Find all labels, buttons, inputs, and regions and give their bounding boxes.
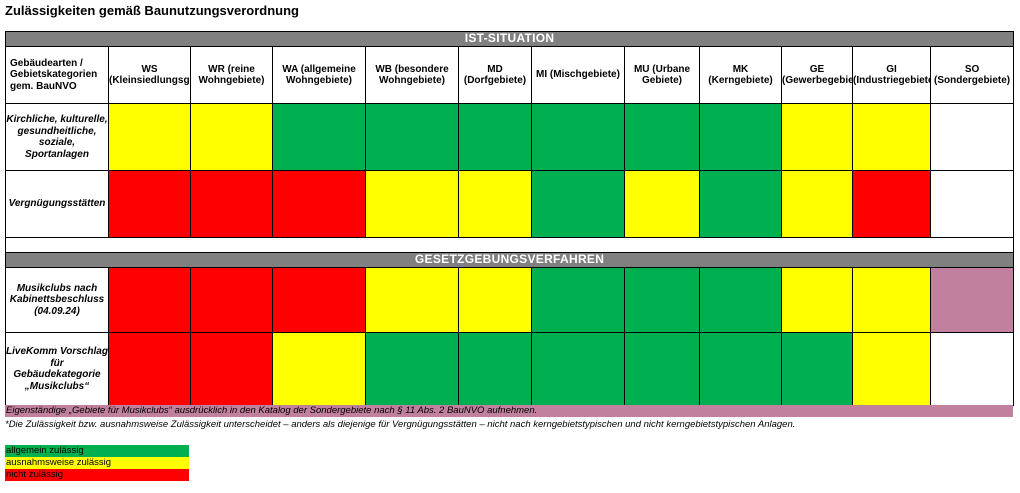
status-cell xyxy=(929,170,1015,238)
status-cell xyxy=(190,170,273,238)
status-cell xyxy=(272,170,366,238)
section-row-ist: IST-SITUATION xyxy=(4,31,1015,47)
status-cell xyxy=(852,332,931,406)
status-cell xyxy=(190,267,273,333)
status-cell xyxy=(929,103,1015,171)
status-cell xyxy=(458,170,532,238)
status-cell xyxy=(458,267,532,333)
status-cell xyxy=(699,170,782,238)
col-header-mu: MU (Urbane Gebiete) xyxy=(624,46,700,104)
status-cell xyxy=(852,170,931,238)
status-cell xyxy=(108,267,191,333)
status-cell xyxy=(365,332,459,406)
table-row: Vergnügungsstätten xyxy=(5,170,1015,238)
col-header-ws: WS (Kleinsiedlungsgebiete) xyxy=(108,46,191,104)
status-cell xyxy=(108,170,191,238)
col-header-md: MD (Dorfgebiete) xyxy=(458,46,532,104)
status-cell xyxy=(624,103,700,171)
status-cell xyxy=(531,332,625,406)
corner-header: Gebäudearten / Gebietskategorien gem. Ba… xyxy=(5,46,109,104)
status-cell xyxy=(929,267,1015,333)
col-header-so: SO (Sondergebiete) xyxy=(929,46,1015,104)
status-cell xyxy=(624,170,700,238)
status-cell xyxy=(531,267,625,333)
status-cell xyxy=(108,103,191,171)
status-cell xyxy=(108,332,191,406)
footnote: *Die Zulässigkeit bzw. ausnahmsweise Zul… xyxy=(5,419,796,430)
header-row: Gebäudearten / Gebietskategorien gem. Ba… xyxy=(5,46,1015,104)
status-cell xyxy=(624,267,700,333)
status-cell xyxy=(852,267,931,333)
col-header-wa: WA (allgemeine Wohngebiete) xyxy=(272,46,366,104)
row-label-vergnuegungsstaetten: Vergnügungsstätten xyxy=(5,170,109,238)
col-header-mk: MK (Kerngebiete) xyxy=(699,46,782,104)
status-cell xyxy=(365,267,459,333)
table-row: LiveKomm Vorschlag für Gebäudekategorie … xyxy=(5,332,1015,406)
status-cell xyxy=(852,103,931,171)
col-header-ge: GE (Gewerbegebiete) xyxy=(781,46,853,104)
status-cell xyxy=(531,170,625,238)
legend-ausnahmsweise: ausnahmsweise zulässig xyxy=(5,457,189,469)
status-cell xyxy=(365,170,459,238)
section-header-ist: IST-SITUATION xyxy=(4,31,1015,47)
table-row: Kirchliche, kulturelle, gesundheitliche,… xyxy=(5,103,1015,171)
page-title: Zulässigkeiten gemäß Baunutzungsverordnu… xyxy=(5,3,299,18)
col-header-wb: WB (besondere Wohngebiete) xyxy=(365,46,459,104)
zulaessigkeiten-table: IST-SITUATION Gebäudearten / Gebietskate… xyxy=(4,31,1015,406)
status-cell xyxy=(781,170,853,238)
legend-allgemein: allgemein zulässig xyxy=(5,445,189,457)
status-cell xyxy=(272,332,366,406)
row-label-kirchliche-anlagen: Kirchliche, kulturelle, gesundheitliche,… xyxy=(5,103,109,171)
section-header-gesetzgebung: GESETZGEBUNGSVERFAHREN xyxy=(4,252,1015,268)
status-cell xyxy=(781,103,853,171)
legend: allgemein zulässig ausnahmsweise zulässi… xyxy=(5,445,189,481)
status-cell xyxy=(624,332,700,406)
col-header-wr: WR (reine Wohngebiete) xyxy=(190,46,273,104)
status-cell xyxy=(699,267,782,333)
table-row: Musikclubs nach Kabinettsbeschluss (04.0… xyxy=(5,267,1015,333)
spacer-cell xyxy=(4,237,1015,253)
status-cell xyxy=(458,332,532,406)
status-cell xyxy=(458,103,532,171)
legend-nicht: nicht zulässig xyxy=(5,469,189,481)
status-cell xyxy=(781,267,853,333)
section-row-gesetz: GESETZGEBUNGSVERFAHREN xyxy=(4,252,1015,268)
note-sondergebiete: Eigenständige „Gebiete für Musikclubs“ a… xyxy=(5,405,1013,417)
status-cell xyxy=(190,332,273,406)
status-cell xyxy=(699,103,782,171)
spacer-row xyxy=(4,237,1015,253)
status-cell xyxy=(190,103,273,171)
col-header-mi: MI (Mischgebiete) xyxy=(531,46,625,104)
status-cell xyxy=(272,267,366,333)
row-label-livekomm-vorschlag: LiveKomm Vorschlag für Gebäudekategorie … xyxy=(5,332,109,406)
status-cell xyxy=(531,103,625,171)
status-cell xyxy=(272,103,366,171)
status-cell xyxy=(929,332,1015,406)
row-label-musikclubs-kabinett: Musikclubs nach Kabinettsbeschluss (04.0… xyxy=(5,267,109,333)
col-header-gi: GI (Industriegebiete) xyxy=(852,46,931,104)
status-cell xyxy=(699,332,782,406)
status-cell xyxy=(365,103,459,171)
status-cell xyxy=(781,332,853,406)
